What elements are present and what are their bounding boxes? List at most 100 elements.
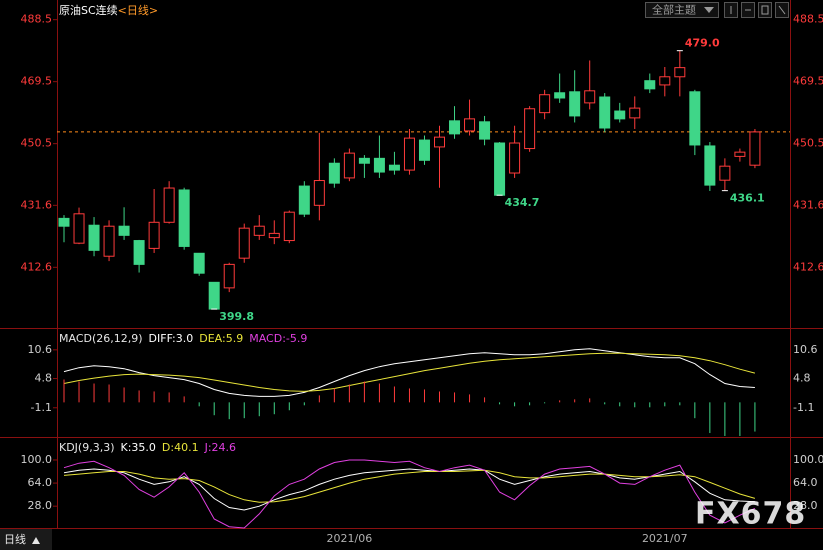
panel-legend: KDJ(9,3,3) K:35.0 D:40.1 J:24.6 bbox=[59, 441, 236, 454]
candle-body bbox=[644, 80, 656, 90]
legend-entry: J:24.6 bbox=[204, 441, 236, 454]
annotation-label: 479.0 bbox=[685, 37, 720, 50]
y-tick-label: 488.5 bbox=[21, 13, 53, 26]
candle-body bbox=[569, 91, 581, 117]
candle-body bbox=[629, 107, 641, 119]
candle-body bbox=[704, 145, 716, 186]
y-tick-label-right: 64.0 bbox=[793, 476, 818, 489]
y-tick-label: 64.0 bbox=[28, 476, 53, 489]
y-tick-label: -1.1 bbox=[31, 401, 52, 414]
indicator-line bbox=[63, 459, 756, 529]
candle-body bbox=[223, 263, 235, 289]
panel-title: MACD(26,12,9) bbox=[59, 332, 143, 345]
candle-body bbox=[268, 232, 280, 239]
candle-body bbox=[73, 213, 85, 244]
y-tick-label: 412.6 bbox=[21, 260, 53, 273]
candle-body bbox=[343, 152, 355, 179]
indicator-line bbox=[63, 348, 755, 397]
panel-title: KDJ(9,3,3) bbox=[59, 441, 115, 454]
candle-body bbox=[178, 189, 190, 247]
indicator-line bbox=[63, 469, 756, 503]
candle-body bbox=[358, 157, 370, 164]
candle-body bbox=[238, 227, 250, 259]
candle-body bbox=[133, 240, 145, 265]
candle-body bbox=[373, 157, 385, 173]
y-tick-label-right: -1.1 bbox=[793, 401, 814, 414]
legend-entry: D:40.1 bbox=[162, 441, 199, 454]
candle-body bbox=[584, 90, 596, 104]
symbol: 原油SC连续 bbox=[59, 3, 118, 17]
candle-body bbox=[253, 225, 265, 236]
candle-body bbox=[599, 96, 611, 129]
annotation-label: 399.8 bbox=[219, 310, 254, 323]
candle-body bbox=[148, 221, 160, 249]
candle-body bbox=[328, 162, 340, 184]
y-tick-label: 10.6 bbox=[28, 343, 53, 356]
y-tick-label-right: 28.0 bbox=[793, 499, 818, 512]
candle-body bbox=[734, 151, 746, 157]
footer-tab[interactable]: 日线 bbox=[0, 529, 52, 550]
theme-button[interactable]: 全部主题 bbox=[645, 2, 719, 18]
y-tick-label-right: 412.6 bbox=[793, 260, 823, 273]
header-title: 原油SC连续<日线> bbox=[59, 3, 158, 17]
candle-body bbox=[193, 252, 205, 274]
candle-body bbox=[494, 142, 506, 196]
candle-body bbox=[418, 139, 430, 161]
frame bbox=[0, 0, 823, 529]
toolbar-icons[interactable] bbox=[724, 2, 789, 18]
y-tick-label: 431.6 bbox=[21, 198, 53, 211]
candle-body bbox=[464, 118, 476, 132]
y-tick-label-right: 10.6 bbox=[793, 343, 818, 356]
y-tick-label: 450.5 bbox=[21, 137, 53, 150]
y-tick-label: 28.0 bbox=[28, 499, 53, 512]
candle-body bbox=[103, 225, 115, 257]
annotation-label: 436.1 bbox=[730, 192, 765, 205]
candle-body bbox=[479, 121, 491, 140]
panel-legend: MACD(26,12,9) DIFF:3.0 DEA:5.9 MACD:-5.9 bbox=[59, 332, 307, 345]
candle-body bbox=[689, 91, 701, 146]
candle-body bbox=[403, 137, 415, 171]
candle-body bbox=[163, 187, 175, 223]
candle-body bbox=[434, 136, 445, 148]
y-tick-label: 100.0 bbox=[21, 453, 53, 466]
candle-body bbox=[524, 108, 536, 150]
y-tick-label-right: 4.8 bbox=[793, 372, 811, 385]
candle-body bbox=[88, 224, 100, 251]
annotation-label: 434.7 bbox=[505, 196, 540, 209]
footer-tab-label[interactable]: 日线 bbox=[4, 532, 26, 546]
candle-body bbox=[449, 120, 461, 135]
candle-body bbox=[118, 225, 130, 236]
y-tick-label-right: 100.0 bbox=[793, 453, 823, 466]
watermark: FX678 bbox=[695, 497, 806, 532]
candle-body bbox=[659, 76, 671, 86]
x-tick-label: 2021/06 bbox=[327, 532, 373, 545]
candle-body bbox=[509, 142, 521, 174]
y-tick-label-right: 488.5 bbox=[793, 13, 823, 26]
candle-body bbox=[313, 180, 325, 206]
candle-body bbox=[58, 217, 70, 227]
y-tick-label-right: 431.6 bbox=[793, 198, 823, 211]
legend-entry: DEA:5.9 bbox=[199, 332, 243, 345]
indicator-line bbox=[63, 352, 756, 392]
y-tick-label: 469.5 bbox=[21, 75, 53, 88]
y-tick-label-right: 469.5 bbox=[793, 75, 823, 88]
legend-entry: K:35.0 bbox=[121, 441, 156, 454]
y-tick-label: 4.8 bbox=[35, 372, 53, 385]
theme-button-label[interactable]: 全部主题 bbox=[652, 3, 696, 17]
candle-body bbox=[283, 211, 295, 242]
period: <日线> bbox=[118, 3, 158, 17]
candle-body bbox=[298, 185, 310, 215]
candle-body bbox=[614, 110, 626, 120]
candle-body bbox=[208, 281, 220, 310]
candle-body bbox=[388, 164, 400, 171]
candle-body bbox=[539, 94, 551, 114]
candle-body bbox=[719, 165, 731, 181]
legend-entry: MACD:-5.9 bbox=[249, 332, 307, 345]
legend-entry: DIFF:3.0 bbox=[149, 332, 194, 345]
candle-body bbox=[749, 131, 761, 166]
candle-body bbox=[554, 92, 566, 99]
y-tick-label-right: 450.5 bbox=[793, 137, 823, 150]
